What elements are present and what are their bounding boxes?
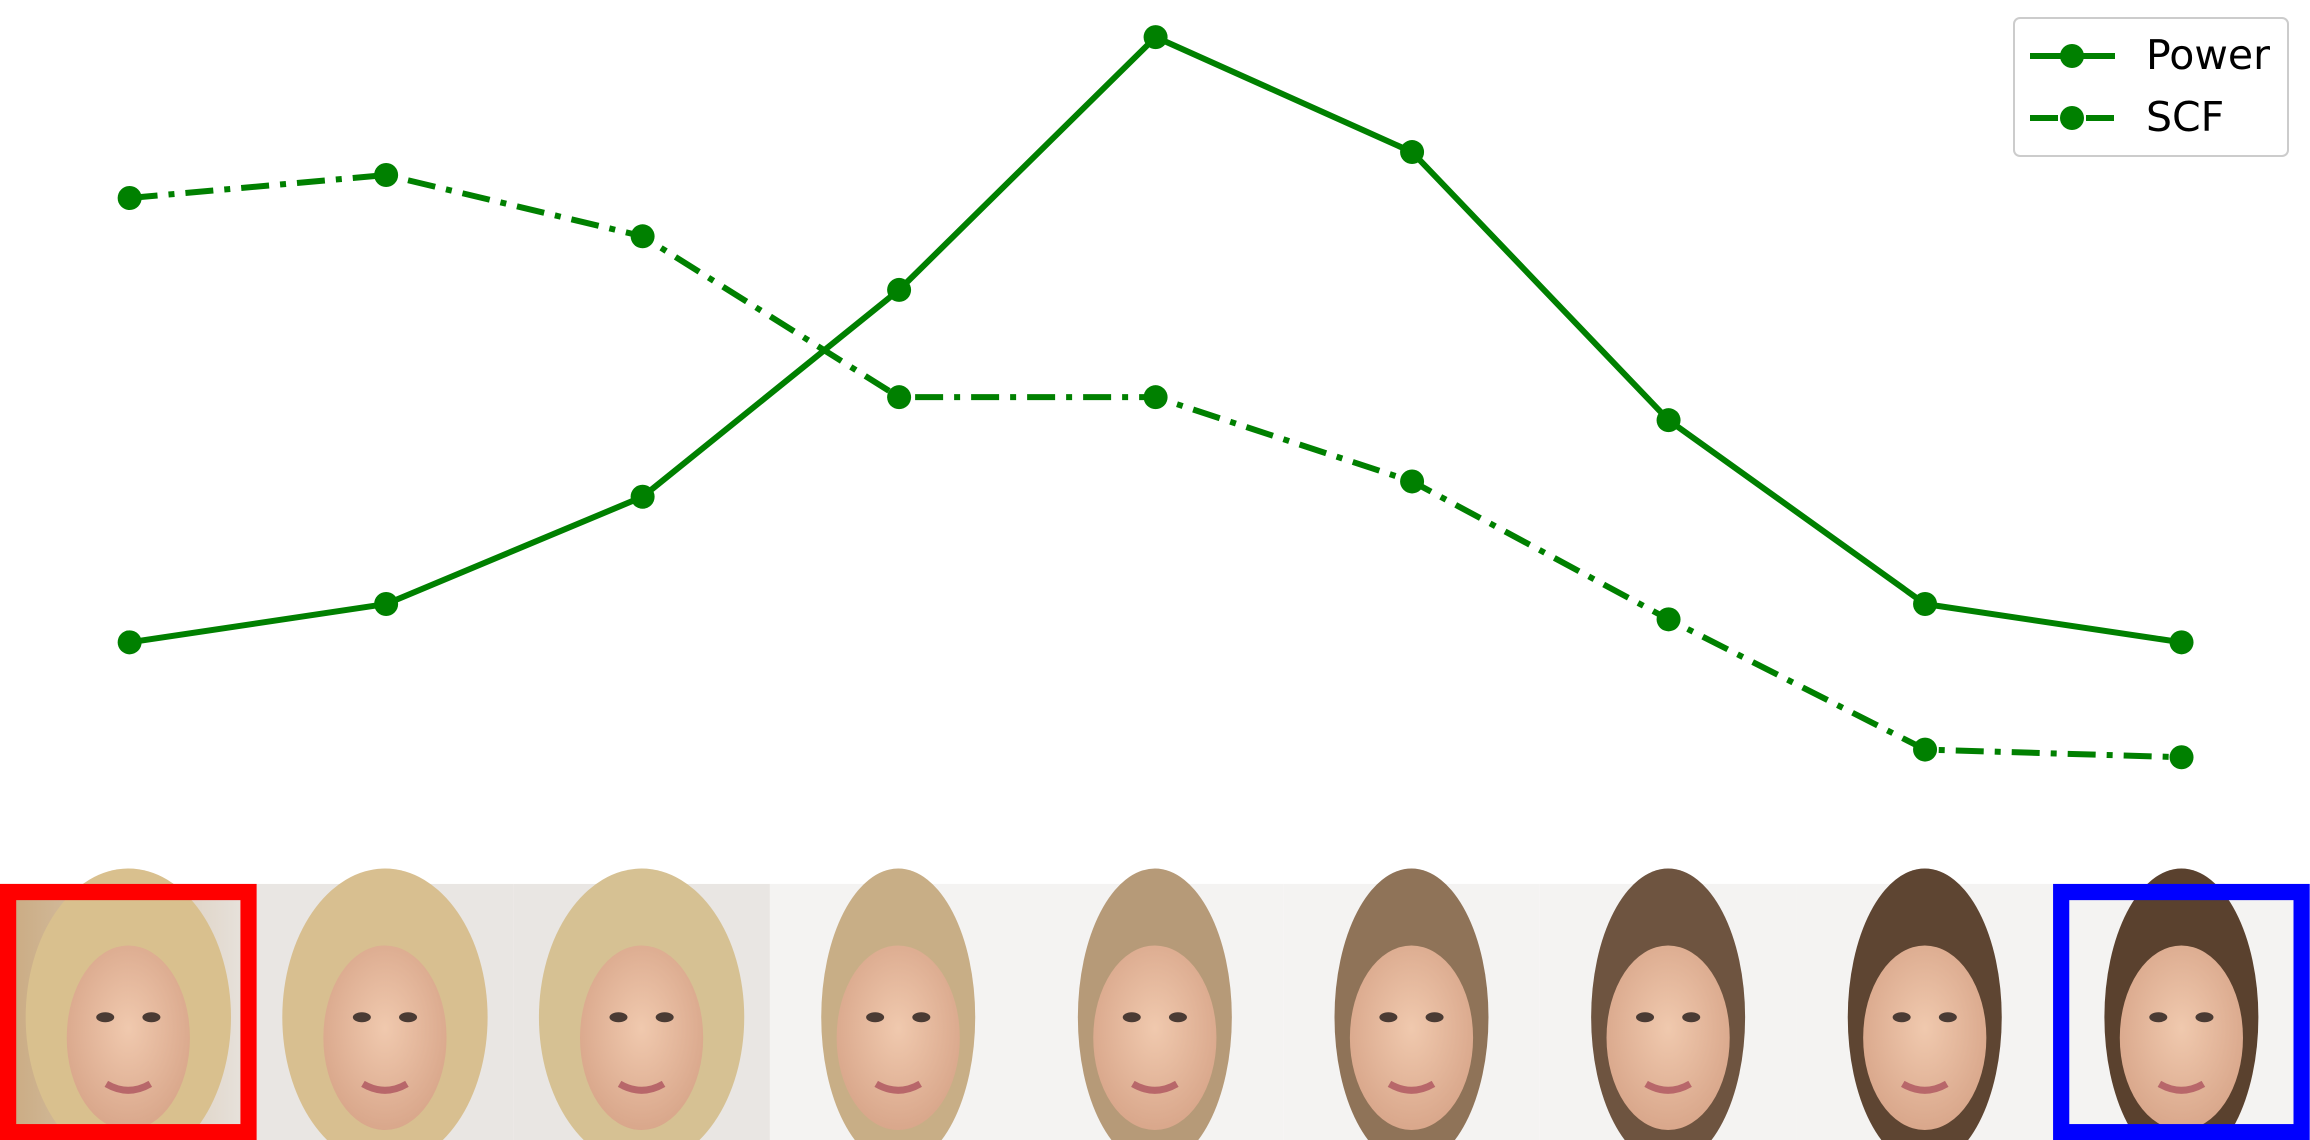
face-eye (655, 1012, 674, 1023)
series-marker (1400, 469, 1425, 494)
face-mouth (1387, 1080, 1436, 1094)
face-skin (1349, 945, 1474, 1131)
series-marker (630, 484, 655, 509)
legend-marker (2060, 106, 2084, 130)
series-marker (1143, 385, 1168, 410)
series-marker (1656, 408, 1681, 433)
face-eye (866, 1012, 885, 1023)
legend: Power SCF (2013, 17, 2289, 157)
series-marker (2169, 630, 2194, 655)
legend-label: SCF (2146, 93, 2224, 141)
series-marker (1656, 607, 1681, 632)
series-marker (1400, 140, 1425, 165)
face-eye (1122, 1012, 1141, 1023)
legend-label: Power (2146, 31, 2270, 79)
face-eye (912, 1012, 931, 1023)
series-line (129, 34, 2182, 646)
face-eye (1379, 1012, 1398, 1023)
face-skin (579, 945, 704, 1131)
face-mouth (1900, 1080, 1949, 1094)
series-marker (1913, 592, 1938, 617)
face-eye (609, 1012, 628, 1023)
face-eye (96, 1012, 115, 1023)
face-eye (142, 1012, 161, 1023)
series-marker (887, 277, 912, 302)
series-marker (887, 385, 912, 410)
series-marker (117, 186, 142, 210)
face-skin (836, 945, 960, 1131)
plot-area (117, 25, 2194, 770)
face-eye (1682, 1012, 1701, 1023)
face-mouth (2157, 1080, 2206, 1094)
face-eye (2149, 1012, 2168, 1023)
face-skin (1863, 945, 1987, 1131)
face-mouth (361, 1080, 409, 1094)
series-marker (1913, 737, 1938, 762)
series-line (129, 172, 2182, 761)
series-marker (630, 224, 655, 249)
face-eye (1425, 1012, 1444, 1023)
face-eye (2195, 1012, 2214, 1023)
face-eye (1636, 1012, 1655, 1023)
series-marker (2169, 745, 2194, 770)
series-marker (374, 592, 399, 617)
face-eye (399, 1012, 418, 1023)
face-eye (1892, 1012, 1911, 1023)
face-mouth (617, 1080, 666, 1094)
face-skin (323, 945, 447, 1131)
series-marker (117, 630, 142, 655)
face-eye (352, 1012, 371, 1023)
source-frame (0, 883, 257, 1140)
target-frame (2053, 883, 2310, 1140)
face-skin (1093, 945, 1217, 1131)
face-skin (1606, 945, 1730, 1131)
face-eye (1168, 1012, 1187, 1023)
series-marker (1143, 25, 1168, 50)
face-eye (1938, 1012, 1957, 1023)
face-mouth (1131, 1080, 1179, 1094)
face-skin (2119, 945, 2243, 1131)
face-mouth (1644, 1080, 1692, 1094)
face-mouth (104, 1080, 153, 1094)
face-strip (0, 868, 2310, 1140)
face-mouth (874, 1080, 922, 1094)
series-marker (374, 163, 399, 188)
face-skin (66, 945, 190, 1131)
legend-marker (2060, 44, 2084, 68)
